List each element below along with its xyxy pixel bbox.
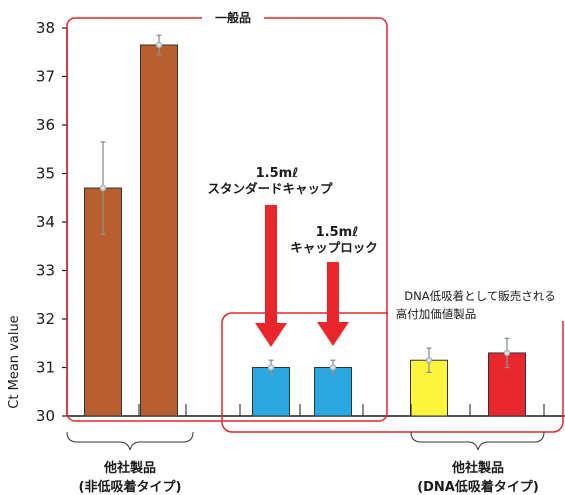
bar-top-marker-3 <box>267 364 275 371</box>
bar-top-marker-5 <box>425 357 433 364</box>
bar-top-marker-2 <box>155 41 163 49</box>
y-axis-label: Ct Mean value <box>7 315 22 408</box>
general-box-label-bg <box>202 9 264 27</box>
group1-label-line2: (非低吸着タイプ) <box>79 479 182 495</box>
y-tick-label: 35 <box>36 165 55 183</box>
group2-label-line1: 他社製品 <box>451 460 504 476</box>
bar-4 <box>314 367 352 417</box>
general-box-label: 一般品 <box>215 10 251 25</box>
bar-top-marker-4 <box>329 364 337 371</box>
y-tick-label: 31 <box>36 359 55 377</box>
error-bar-5 <box>425 347 433 374</box>
y-tick-label: 30 <box>36 407 55 425</box>
y-ticks: 30 31 32 33 34 35 36 37 38 <box>36 19 67 425</box>
y-tick-label: 34 <box>36 213 55 231</box>
error-bar-2 <box>155 34 163 56</box>
premium-label-line2: 高付加価値製品 <box>396 307 477 321</box>
arrow2-label-line1: 1.5mℓ <box>316 225 359 240</box>
premium-box-label-bg <box>388 287 564 321</box>
bar-top-marker-1 <box>99 184 107 192</box>
error-bar-6 <box>503 337 511 369</box>
error-bar-1 <box>99 141 107 235</box>
group2-brace <box>410 431 545 451</box>
y-tick-label: 33 <box>36 262 55 280</box>
arrow1-label-line1: 1.5mℓ <box>256 166 299 181</box>
bar-2 <box>140 44 178 417</box>
bar-3 <box>252 367 290 417</box>
group1-brace <box>66 431 194 451</box>
arrow-standard-cap <box>255 205 287 347</box>
premium-label-line1: DNA低吸着として販売される <box>404 289 555 303</box>
y-tick-label: 38 <box>36 19 55 37</box>
group2-label-line2: (DNA低吸着タイプ) <box>417 479 539 495</box>
y-tick-label: 37 <box>36 68 55 86</box>
y-tick-label: 32 <box>36 310 55 328</box>
y-tick-label: 36 <box>36 116 55 134</box>
error-bar-3 <box>267 359 275 376</box>
arrow-cap-lock <box>317 262 349 346</box>
bar-top-marker-6 <box>503 349 511 357</box>
arrow2-label-line2: キャップロック <box>290 240 378 255</box>
arrow1-label-line2: スタンダードキャップ <box>207 181 333 196</box>
group1-label-line1: 他社製品 <box>103 460 156 476</box>
bars <box>66 34 545 417</box>
error-bar-4 <box>329 359 337 376</box>
